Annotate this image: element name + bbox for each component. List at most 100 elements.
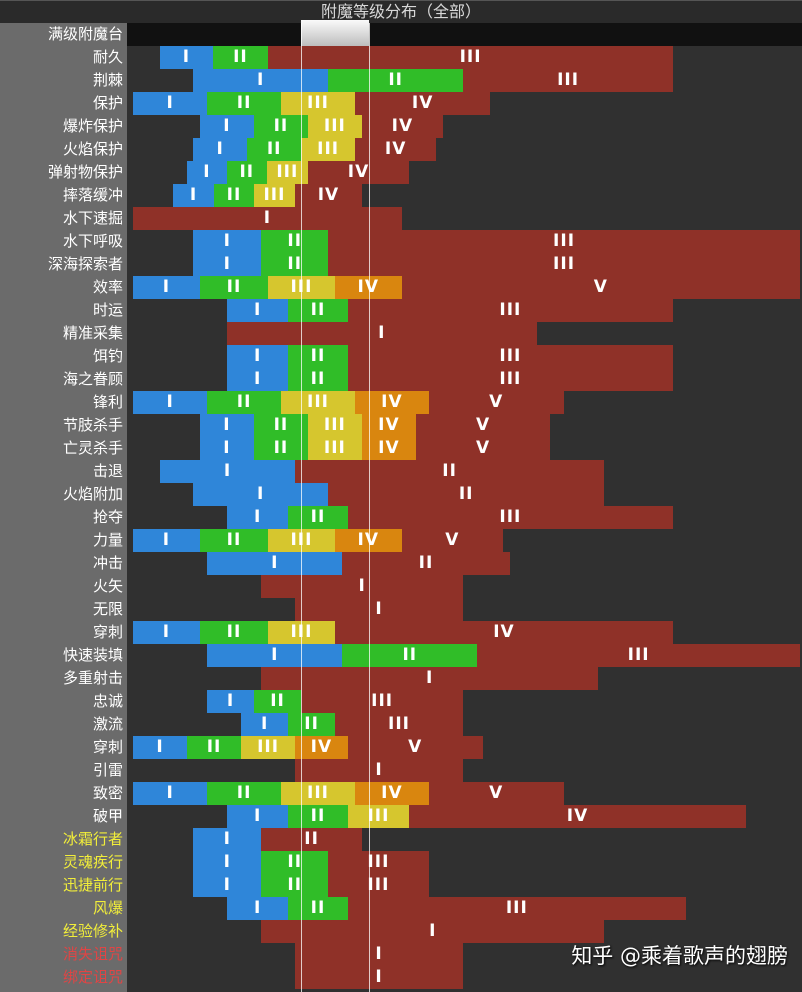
- row-label: 灵魂疾行: [62, 853, 123, 871]
- segment-level-label: V: [475, 415, 491, 435]
- bar-segment: [288, 345, 348, 368]
- bar-segment: [261, 920, 605, 943]
- bar-segment: [415, 414, 551, 437]
- segment-level-label: II: [226, 185, 242, 205]
- segment-level-label: IV: [378, 438, 400, 458]
- segment-level-label: I: [182, 47, 191, 67]
- bar-segment: [355, 782, 429, 805]
- segment-level-label: IV: [391, 116, 414, 136]
- segment-level-label: I: [223, 829, 231, 849]
- bar-segment: [328, 253, 800, 276]
- row-label: 火焰保护: [62, 140, 123, 158]
- segment-level-label: I: [261, 714, 269, 734]
- row-label: 消失诅咒: [62, 945, 123, 963]
- bar-segment: [133, 391, 208, 414]
- row-label: 饵钓: [92, 347, 123, 365]
- range-line-min: [301, 23, 303, 992]
- range-line-max: [369, 23, 371, 992]
- segment-level-label: II: [236, 783, 252, 803]
- segment-level-label: I: [253, 369, 262, 389]
- bar-segment: [261, 851, 329, 874]
- bar-segment: [334, 276, 402, 299]
- segment-level-label: III: [367, 875, 390, 895]
- bar-segment: [328, 483, 605, 506]
- bar-segment: [328, 230, 800, 253]
- segment-level-label: V: [593, 277, 608, 297]
- segment-level-label: IV: [317, 185, 340, 205]
- segment-level-label: III: [307, 783, 329, 803]
- bar-segment: [261, 828, 362, 851]
- bar-segment: [133, 736, 188, 759]
- segment-level-label: III: [388, 714, 410, 734]
- segment-level-label: II: [236, 93, 252, 113]
- bar-segment: [280, 391, 356, 414]
- row-label: 荆棘: [92, 71, 123, 89]
- bar-segment: [133, 621, 200, 644]
- segment-level-label: V: [475, 438, 491, 458]
- bar-segment: [199, 115, 254, 138]
- segment-level-label: V: [489, 783, 504, 803]
- bar-segment: [409, 805, 746, 828]
- bar-segment: [355, 138, 437, 161]
- row-label: 破甲: [92, 807, 123, 825]
- segment-level-label: III: [499, 369, 522, 389]
- bar-segment: [226, 299, 289, 322]
- bar-segment: [214, 184, 254, 207]
- segment-level-label: II: [270, 691, 285, 711]
- segment-level-label: III: [553, 254, 576, 274]
- segment-level-label: IV: [411, 93, 434, 113]
- segment-level-label: II: [273, 415, 289, 435]
- segment-level-label: V: [408, 737, 423, 757]
- row-label: 致密: [92, 784, 123, 802]
- row-label: 击退: [92, 462, 123, 480]
- segment-level-label: IV: [384, 139, 407, 159]
- segment-level-label: II: [310, 507, 326, 527]
- segment-level-label: I: [375, 760, 383, 780]
- segment-level-label: I: [162, 622, 171, 642]
- bar-segment: [280, 782, 356, 805]
- bar-segment: [355, 92, 491, 115]
- bar-segment: [207, 644, 343, 667]
- segment-level-label: I: [223, 461, 232, 481]
- row-label: 时运: [92, 301, 123, 319]
- bar-segment: [133, 276, 200, 299]
- segment-level-label: II: [287, 231, 303, 251]
- bar-segment: [207, 782, 281, 805]
- segment-level-label: V: [489, 392, 504, 412]
- segment-level-label: I: [166, 392, 174, 412]
- segment-level-label: III: [553, 231, 576, 251]
- segment-level-label: II: [287, 875, 303, 895]
- row-label: 冲击: [92, 554, 123, 572]
- row-label: 爆炸保护: [62, 117, 123, 135]
- segment-level-label: II: [402, 645, 418, 665]
- bar-segment: [295, 943, 464, 966]
- bar-segment: [307, 115, 362, 138]
- segment-level-label: II: [266, 139, 282, 159]
- segment-level-label: I: [253, 346, 262, 366]
- bar-segment: [463, 69, 674, 92]
- row-label: 多重射击: [62, 669, 123, 687]
- segment-level-label: III: [367, 852, 390, 872]
- bar-segment: [160, 46, 213, 69]
- bar-segment: [295, 966, 464, 989]
- bar-segment: [241, 736, 296, 759]
- segment-level-label: II: [233, 47, 248, 67]
- segment-level-label: III: [505, 898, 528, 918]
- bar-segment: [253, 437, 308, 460]
- row-label: 水下速掘: [62, 209, 123, 227]
- row-label: 抢夺: [92, 508, 123, 526]
- segment-level-label: I: [375, 967, 383, 987]
- bar-segment: [172, 184, 215, 207]
- segment-level-label: IV: [381, 392, 403, 412]
- row-label: 海之眷顾: [62, 370, 123, 388]
- row-label: 火焰附加: [62, 485, 123, 503]
- segment-level-label: II: [273, 438, 289, 458]
- segment-level-label: I: [223, 231, 231, 251]
- row-label: 节肢杀手: [62, 416, 123, 434]
- bar-segment: [342, 644, 478, 667]
- segment-level-label: I: [253, 806, 262, 826]
- bar-segment: [193, 483, 329, 506]
- segment-level-label: III: [257, 737, 280, 757]
- bar-segment: [261, 230, 329, 253]
- bar-segment: [401, 276, 800, 299]
